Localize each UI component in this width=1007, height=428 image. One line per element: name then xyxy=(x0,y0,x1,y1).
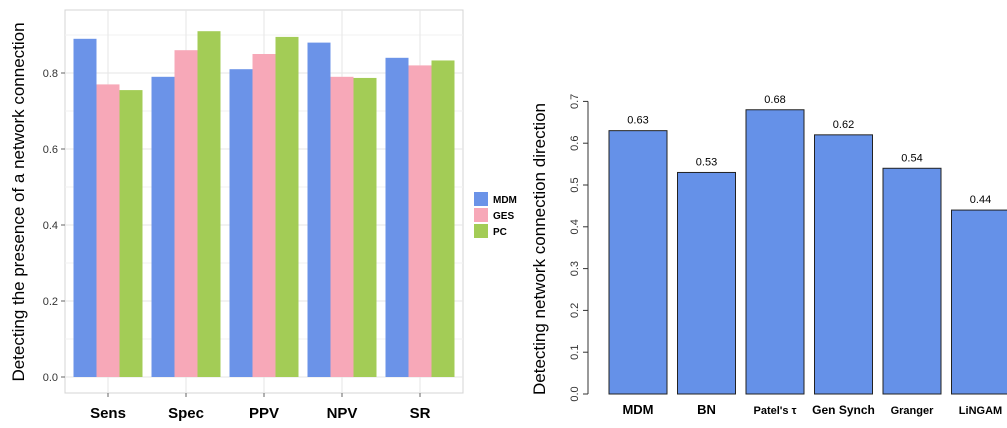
bar-npv-pc xyxy=(353,77,377,377)
bar-npv-ges xyxy=(330,76,354,378)
legend-swatch-ges xyxy=(474,208,488,222)
bar-bn xyxy=(677,171,736,395)
data-label: 0.63 xyxy=(627,115,648,127)
bar-spec-mdm xyxy=(151,76,175,378)
right-x-tick-label: LiNGAM xyxy=(959,405,1002,417)
left-y-tick-label: 0.2 xyxy=(43,296,58,308)
bar-sr-ges xyxy=(408,65,432,378)
left-chart: 0.0 0.2 0.4 0.6 0.8 Sens Spec PPV NPV SR Detecti… xyxy=(9,9,517,422)
bar-ppv-ges xyxy=(252,54,276,377)
right-y-tick-label: 0.6 xyxy=(569,136,581,151)
right-y-tick-label: 0.5 xyxy=(569,177,581,192)
left-y-tick-label: 0.0 xyxy=(43,372,58,384)
right-x-tick-labels: MDM BN Patel's τ Gen Synch Granger LiNGAM xyxy=(622,402,1002,417)
left-y-tick-label: 0.6 xyxy=(43,144,58,156)
bar-gen-synch xyxy=(814,134,873,395)
data-label: 0.62 xyxy=(833,119,854,131)
data-label: 0.68 xyxy=(764,94,785,106)
right-x-tick-label: BN xyxy=(697,402,716,417)
bar-lingam xyxy=(951,209,1007,395)
bar-sens-mdm xyxy=(73,38,97,378)
data-label: 0.53 xyxy=(696,156,717,168)
bar-sens-pc xyxy=(119,90,143,377)
right-y-tick-label: 0.3 xyxy=(569,261,581,276)
data-label: 0.44 xyxy=(970,194,991,206)
data-label: 0.54 xyxy=(901,152,922,164)
left-x-tick-label: SR xyxy=(410,405,431,422)
bar-spec-ges xyxy=(174,50,198,377)
right-x-tick-label: Patel's τ xyxy=(754,405,797,417)
right-data-labels: 0.63 0.53 0.68 0.62 0.54 0.44 xyxy=(627,94,991,206)
bar-sens-ges xyxy=(96,84,120,378)
left-y-axis-label: Detecting the presence of a network conn… xyxy=(9,22,28,381)
left-x-tick-label: PPV xyxy=(249,405,279,422)
right-chart: 0.63 0.53 0.68 0.62 0.54 0.44 0.0 0.1 0.2 0.3 0.4… xyxy=(530,94,1007,417)
legend-label-pc: PC xyxy=(493,227,507,238)
bar-ppv-pc xyxy=(275,36,299,378)
right-y-tick-label: 0.4 xyxy=(569,219,581,234)
right-y-tick-label: 0.1 xyxy=(569,345,581,360)
bar-patel-s- xyxy=(745,109,805,395)
right-y-tick-label: 0.2 xyxy=(569,303,581,318)
right-bars xyxy=(608,109,1007,395)
legend-label-mdm: MDM xyxy=(493,195,517,206)
left-y-tick-labels: 0.0 0.2 0.4 0.6 0.8 xyxy=(43,68,65,384)
legend: MDM GES PC xyxy=(474,192,517,238)
bar-sr-pc xyxy=(431,60,455,378)
bar-ppv-mdm xyxy=(229,69,253,377)
bar-granger xyxy=(882,167,942,395)
bar-npv-mdm xyxy=(307,42,331,377)
legend-label-ges: GES xyxy=(493,211,514,222)
left-x-tick-label: Spec xyxy=(168,405,204,422)
bar-sr-mdm xyxy=(385,57,409,378)
left-y-tick-label: 0.8 xyxy=(43,68,58,80)
right-x-tick-label: Granger xyxy=(891,405,935,417)
right-y-tick-label: 0.7 xyxy=(569,94,581,109)
right-y-axis: 0.0 0.1 0.2 0.3 0.4 0.5 0.6 0.7 xyxy=(569,94,589,402)
right-x-tick-label: Gen Synch xyxy=(812,403,875,417)
bar-spec-pc xyxy=(197,31,221,377)
left-x-tick-labels: Sens Spec PPV NPV SR xyxy=(90,393,431,422)
right-x-tick-label: MDM xyxy=(622,402,653,417)
left-y-tick-label: 0.4 xyxy=(43,220,58,232)
legend-swatch-pc xyxy=(474,224,488,238)
right-y-axis-label: Detecting network connection direction xyxy=(530,103,549,395)
left-bars xyxy=(73,31,455,378)
left-x-tick-label: Sens xyxy=(90,405,126,422)
right-y-tick-label: 0.0 xyxy=(569,386,581,401)
left-x-tick-label: NPV xyxy=(327,405,358,422)
bar-mdm xyxy=(608,130,668,395)
legend-swatch-mdm xyxy=(474,192,488,206)
